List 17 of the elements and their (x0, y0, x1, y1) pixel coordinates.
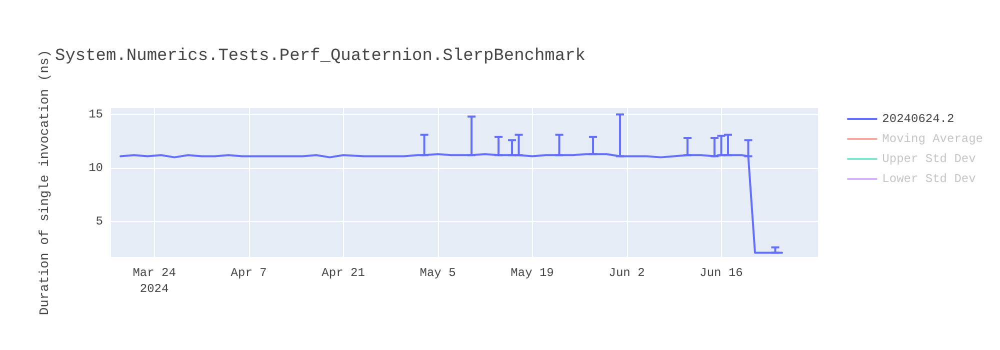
y-tick-label: 5 (96, 214, 103, 229)
y-tick-label: 15 (88, 107, 103, 122)
x-tick-label: Jun 2 (608, 266, 645, 280)
x-tick-label: Jun 16 (700, 266, 743, 280)
x-tick-label: May 5 (420, 266, 456, 280)
x-tick-label: Apr 21 (322, 266, 365, 280)
x-tick-label: Apr 7 (230, 266, 267, 280)
legend-label: Moving Average (882, 132, 984, 146)
line-series (120, 153, 784, 254)
legend-label: Lower Std Dev (882, 172, 976, 186)
y-axis-title: Duration of single invocation (ns) (37, 50, 52, 316)
legend-label: Upper Std Dev (882, 152, 976, 166)
x-tick-label: May 19 (510, 266, 554, 280)
y-tick-label: 10 (88, 161, 103, 176)
x-tick-label: Mar 24 2024 (132, 266, 176, 296)
legend-label: 20240624.2 (882, 112, 954, 126)
chart-title: System.Numerics.Tests.Perf_Quaternion.SlerpBenchmark (55, 47, 586, 66)
